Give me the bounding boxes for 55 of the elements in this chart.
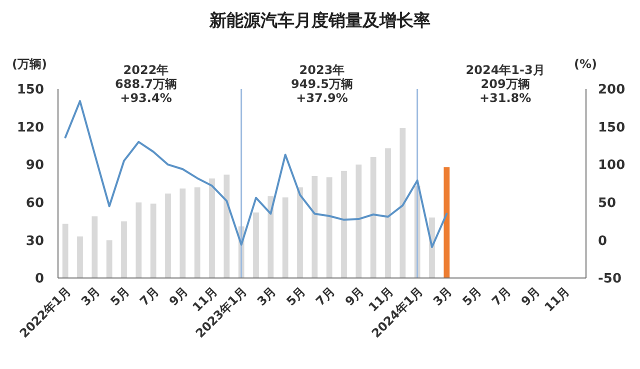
x-tick-label: 11月 [542, 284, 572, 314]
bar [209, 178, 215, 278]
x-tick-label: 7月 [489, 284, 514, 308]
y2-tick-label: 100 [598, 158, 626, 174]
bar [341, 170, 347, 278]
y-axis-title: (万辆) [12, 57, 47, 71]
y2-tick-label: 200 [598, 82, 626, 98]
y2-tick-label: 50 [598, 196, 616, 211]
x-tick-label: 7月 [137, 284, 162, 308]
bar [385, 148, 391, 278]
bar [253, 212, 259, 278]
x-tick-label: 5月 [108, 284, 132, 308]
x-tick-label: 3月 [254, 284, 279, 308]
chart-title: 新能源汽车月度销量及增长率 [208, 11, 430, 31]
bar [400, 128, 406, 278]
x-tick-label: 9月 [166, 284, 191, 308]
bar [165, 194, 171, 278]
bar [180, 188, 186, 278]
bar [77, 236, 83, 278]
bar [92, 216, 98, 278]
bar [268, 196, 274, 278]
y2-axis-title: (%) [574, 57, 597, 71]
x-tick-label: 5月 [284, 284, 308, 308]
x-tick-label: 7月 [313, 284, 338, 308]
bar [370, 157, 376, 278]
bar [326, 177, 332, 278]
bar [444, 167, 450, 278]
annotation: 2022年 688.7万辆 +93.4% [115, 63, 177, 105]
y-tick-label: 0 [34, 272, 44, 287]
y-tick-label: 30 [26, 234, 44, 249]
bar [106, 240, 112, 278]
y-tick-label: 60 [26, 196, 44, 211]
bar [121, 221, 127, 278]
y-tick-label: 90 [26, 158, 44, 174]
bar [356, 164, 362, 278]
bar [282, 197, 288, 278]
bar [62, 224, 68, 278]
annotation: 2023年 949.5万辆 +37.9% [291, 63, 353, 105]
x-tick-label: 9月 [518, 284, 543, 308]
bar [297, 187, 303, 278]
x-tick-label: 9月 [342, 284, 367, 308]
x-tick-label: 5月 [460, 284, 484, 308]
bar [224, 174, 230, 278]
y-tick-label: 120 [16, 120, 44, 136]
y2-tick-label: 0 [598, 234, 608, 249]
x-tick-label: 3月 [78, 284, 103, 308]
annotation: 2024年1-3月 209万辆 +31.8% [466, 63, 545, 105]
y-tick-label: 150 [16, 82, 44, 98]
bar [312, 176, 318, 278]
y2-tick-label: -50 [598, 272, 622, 287]
y2-tick-label: 150 [598, 120, 626, 136]
x-tick-label: 3月 [430, 284, 455, 308]
bar [194, 187, 200, 278]
bar [150, 204, 156, 278]
bar [136, 202, 142, 278]
